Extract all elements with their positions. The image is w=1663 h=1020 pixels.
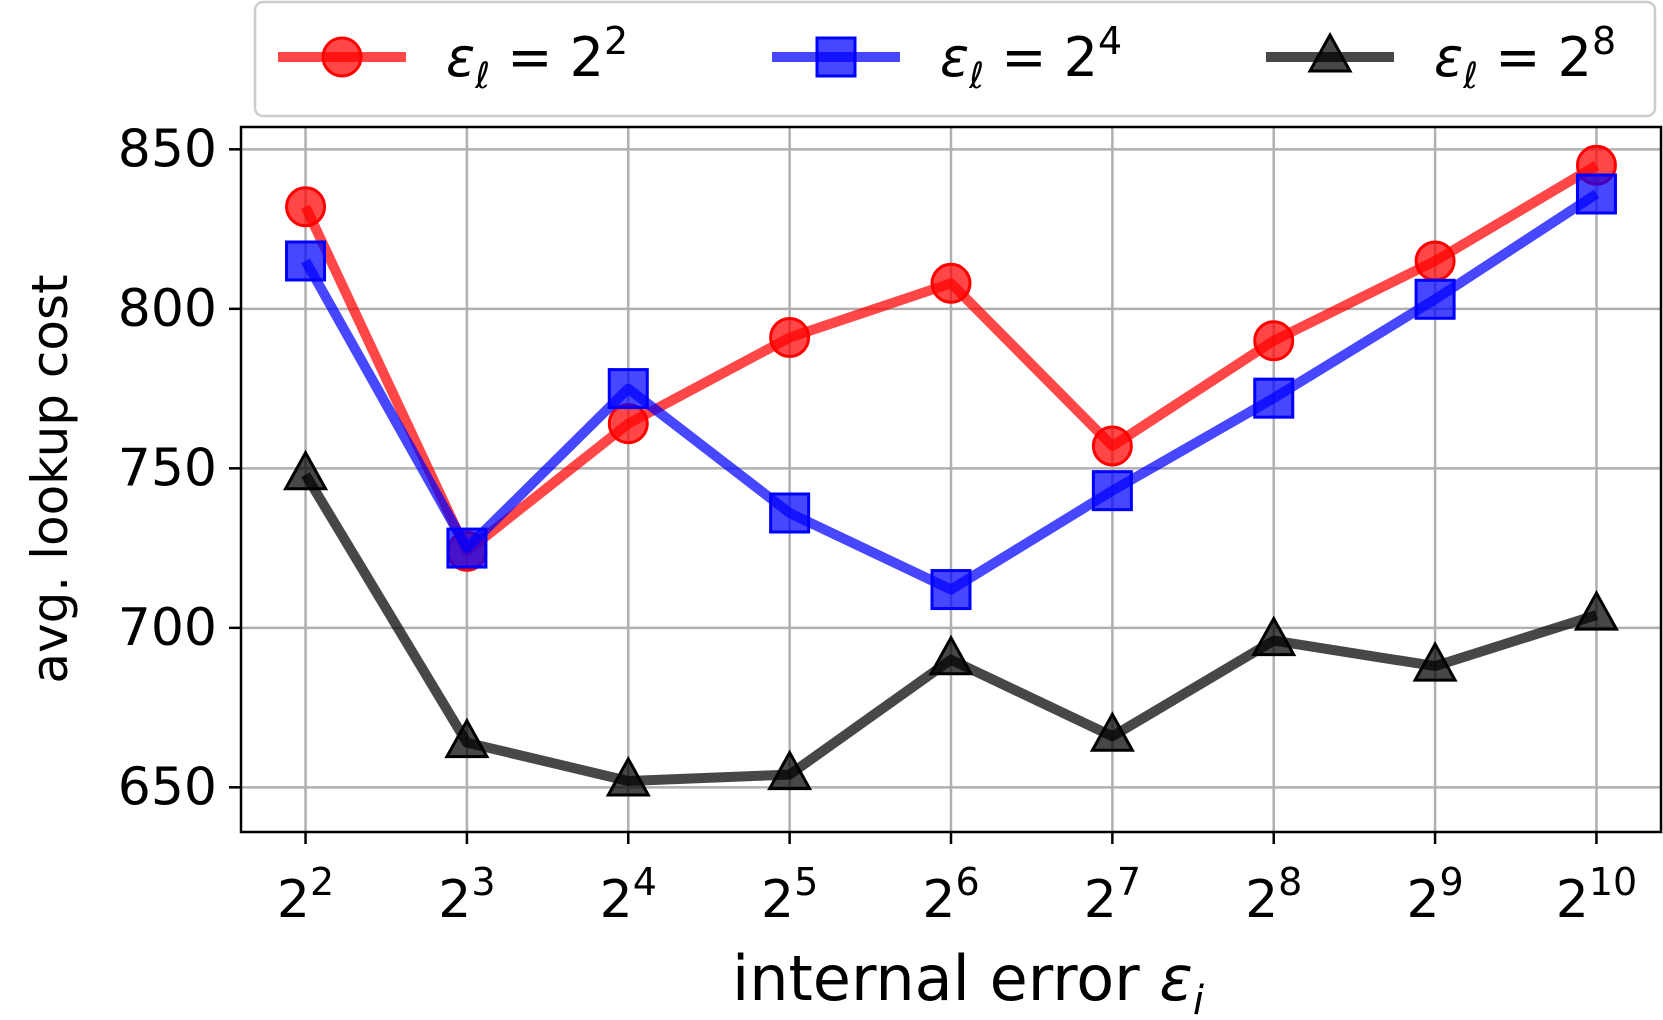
- x-tick-label: 24: [600, 860, 657, 930]
- legend-equals: = 2: [1478, 26, 1592, 89]
- square-marker: [815, 36, 857, 78]
- legend-subscript: ℓ: [1462, 56, 1478, 97]
- legend-symbol: ε: [940, 26, 969, 89]
- y-tick-label: 800: [118, 279, 217, 339]
- legend-equals: = 2: [984, 26, 1098, 89]
- square-marker: [607, 368, 649, 410]
- x-tick-label: 29: [1406, 860, 1463, 930]
- triangle-marker: [444, 717, 490, 759]
- legend-equals: = 2: [490, 26, 604, 89]
- x-tick-label: 23: [438, 860, 495, 930]
- y-tick-label: 750: [118, 438, 217, 498]
- x-tick-exponent: 8: [1278, 860, 1302, 904]
- x-tick-base: 2: [277, 870, 310, 930]
- x-tick-base: 2: [761, 870, 794, 930]
- legend: εℓ = 22 εℓ = 24 εℓ = 28: [253, 0, 1657, 118]
- triangle-marker: [1089, 711, 1135, 752]
- x-tick-label: 210: [1556, 860, 1637, 930]
- legend-subscript: ℓ: [474, 56, 490, 97]
- x-tick-exponent: 4: [633, 860, 657, 904]
- x-axis-label: internal error εi: [732, 942, 1204, 1020]
- legend-label: εℓ = 24: [940, 19, 1122, 97]
- x-axis: 22 23 24 25 26 27 28 29 210: [277, 832, 1637, 930]
- x-tick-base: 2: [438, 870, 471, 930]
- legend-exponent: 8: [1592, 19, 1616, 63]
- legend-entry: εℓ = 22: [278, 19, 628, 97]
- legend-symbol: ε: [446, 26, 475, 89]
- x-tick-exponent: 7: [1117, 860, 1141, 904]
- legend-entry: εℓ = 28: [1266, 19, 1616, 97]
- triangle-marker: [1251, 615, 1297, 657]
- x-tick-label: 28: [1245, 860, 1302, 930]
- square-marker: [1253, 377, 1295, 419]
- x-axis-label-symbol: ε: [1159, 942, 1193, 1015]
- legend-entries: εℓ = 22 εℓ = 24 εℓ = 28: [278, 19, 1616, 97]
- circle-marker: [1253, 320, 1295, 362]
- legend-box: [253, 0, 1657, 118]
- square-marker: [930, 569, 972, 611]
- x-tick-label: 25: [761, 860, 818, 930]
- x-tick-exponent: 3: [471, 860, 495, 904]
- x-tick-base: 2: [1084, 870, 1117, 930]
- x-tick-base: 2: [1406, 870, 1439, 930]
- x-tick-exponent: 10: [1589, 860, 1637, 904]
- circle-marker: [1091, 425, 1133, 467]
- legend-label: εℓ = 22: [446, 19, 628, 97]
- x-tick-base: 2: [600, 870, 633, 930]
- x-tick-exponent: 6: [955, 860, 979, 904]
- x-axis-label-subscript: i: [1193, 978, 1204, 1020]
- circle-marker: [285, 186, 327, 228]
- y-tick-label: 850: [118, 119, 217, 179]
- triangle-marker: [1573, 589, 1620, 631]
- y-tick-label: 700: [118, 598, 217, 658]
- x-tick-label: 27: [1084, 860, 1141, 930]
- square-marker: [1414, 278, 1456, 320]
- x-axis-label-text: internal error: [732, 942, 1159, 1015]
- x-tick-label: 22: [277, 860, 334, 930]
- triangle-marker: [1412, 641, 1458, 682]
- x-tick-exponent: 9: [1440, 860, 1464, 904]
- circle-marker: [769, 317, 811, 359]
- triangle-marker: [767, 749, 813, 791]
- series-group: [282, 449, 1620, 797]
- series-layer: [282, 144, 1620, 797]
- square-marker: [1091, 470, 1133, 512]
- square-marker: [769, 492, 811, 534]
- y-tick-label: 650: [118, 757, 217, 817]
- legend-symbol: ε: [1434, 26, 1463, 89]
- y-axis-label: avg. lookup cost: [21, 274, 79, 683]
- triangle-marker: [282, 449, 329, 491]
- square-marker: [285, 240, 327, 282]
- legend-subscript: ℓ: [968, 56, 984, 97]
- square-marker: [446, 527, 488, 569]
- circle-marker: [321, 36, 363, 78]
- x-tick-base: 2: [922, 870, 955, 930]
- legend-entry: εℓ = 24: [772, 19, 1122, 97]
- x-tick-base: 2: [1556, 870, 1589, 930]
- circle-marker: [1414, 240, 1456, 282]
- legend-exponent: 4: [1098, 19, 1122, 63]
- triangle-marker: [605, 755, 651, 797]
- y-axis: 650 700 750 800 850: [118, 119, 241, 817]
- circle-marker: [930, 262, 972, 304]
- x-tick-base: 2: [1245, 870, 1278, 930]
- x-tick-exponent: 5: [794, 860, 818, 904]
- x-tick-exponent: 2: [310, 860, 334, 904]
- triangle-marker: [1307, 31, 1353, 73]
- circle-marker: [607, 403, 649, 445]
- square-marker: [1575, 173, 1617, 215]
- legend-label: εℓ = 28: [1434, 19, 1616, 97]
- legend-exponent: 2: [604, 19, 628, 63]
- series-group: [285, 173, 1617, 611]
- x-tick-label: 26: [922, 860, 979, 930]
- triangle-marker: [928, 634, 974, 676]
